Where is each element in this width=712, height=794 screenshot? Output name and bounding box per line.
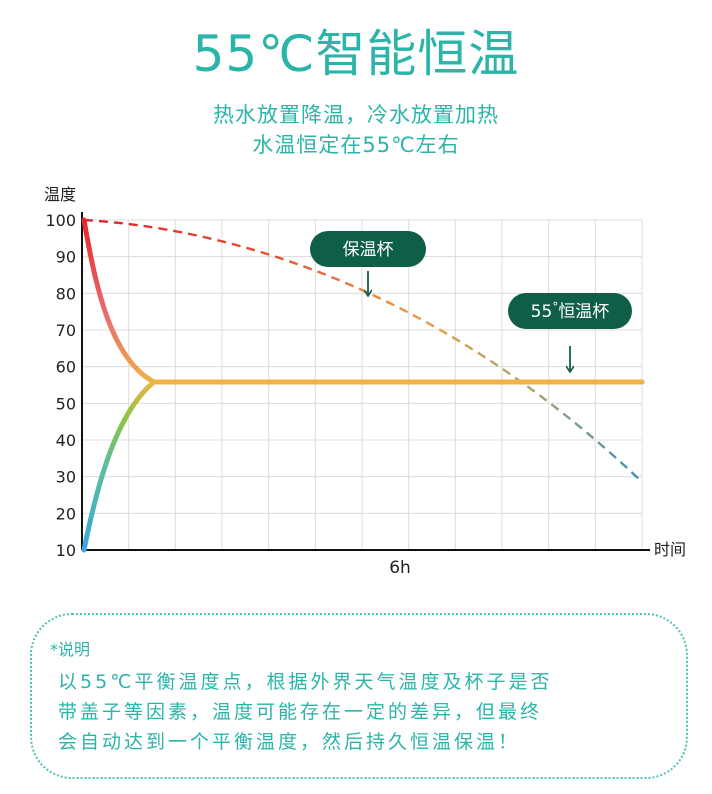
note-label: *说明 — [50, 640, 91, 659]
note-line-3: 会自动达到一个平衡温度，然后持久恒温保温！ — [58, 731, 521, 753]
y-tick-label: 10 — [56, 541, 76, 560]
thermos-cup-pill — [310, 231, 426, 267]
note-line-2: 带盖子等因素，温度可能存在一定的差异，但最终 — [58, 701, 543, 723]
constant-cup-degree: ° — [552, 300, 558, 314]
y-tick-label: 40 — [56, 431, 76, 450]
y-tick-label: 100 — [45, 211, 76, 230]
constant-cup-number: 55 — [531, 302, 553, 322]
y-tick-label: 50 — [56, 394, 76, 413]
x-tick-label-6h: 6h — [389, 558, 411, 578]
subtitle-line-2: 水温恒定在55℃左右 — [252, 133, 460, 157]
constant-cup-name: 恒温杯 — [558, 302, 609, 322]
cold-water-curve — [81, 379, 157, 553]
note-box — [30, 613, 688, 779]
y-tick-labels: 100 90 80 70 60 50 40 30 20 10 — [45, 211, 76, 560]
chart-grid — [82, 219, 643, 551]
x-axis-label: 时间 — [654, 540, 686, 559]
thermos-cup-label: 保温杯 — [343, 240, 394, 260]
temperature-chart: 温度 时间 6h 100 90 80 70 60 50 40 30 20 10 保温杯 55°恒温… — [44, 185, 686, 578]
thermos-cup-curve — [83, 218, 643, 483]
y-axis-label: 温度 — [44, 185, 76, 204]
note-line-1: 以55℃平衡温度点，根据外界天气温度及杯子是否 — [58, 671, 553, 693]
page-title: 55℃智能恒温 — [192, 25, 520, 83]
constant-cup-pill — [508, 293, 632, 329]
hot-water-curve — [81, 217, 157, 385]
y-tick-label: 60 — [56, 358, 76, 377]
y-tick-label: 30 — [56, 468, 76, 487]
y-tick-label: 70 — [56, 321, 76, 340]
y-tick-label: 20 — [56, 504, 76, 523]
y-tick-label: 80 — [56, 284, 76, 303]
y-tick-label: 90 — [56, 248, 76, 267]
subtitle-line-1: 热水放置降温，冷水放置加热 — [213, 103, 499, 127]
constant-cup-label: 55°恒温杯 — [531, 300, 610, 322]
